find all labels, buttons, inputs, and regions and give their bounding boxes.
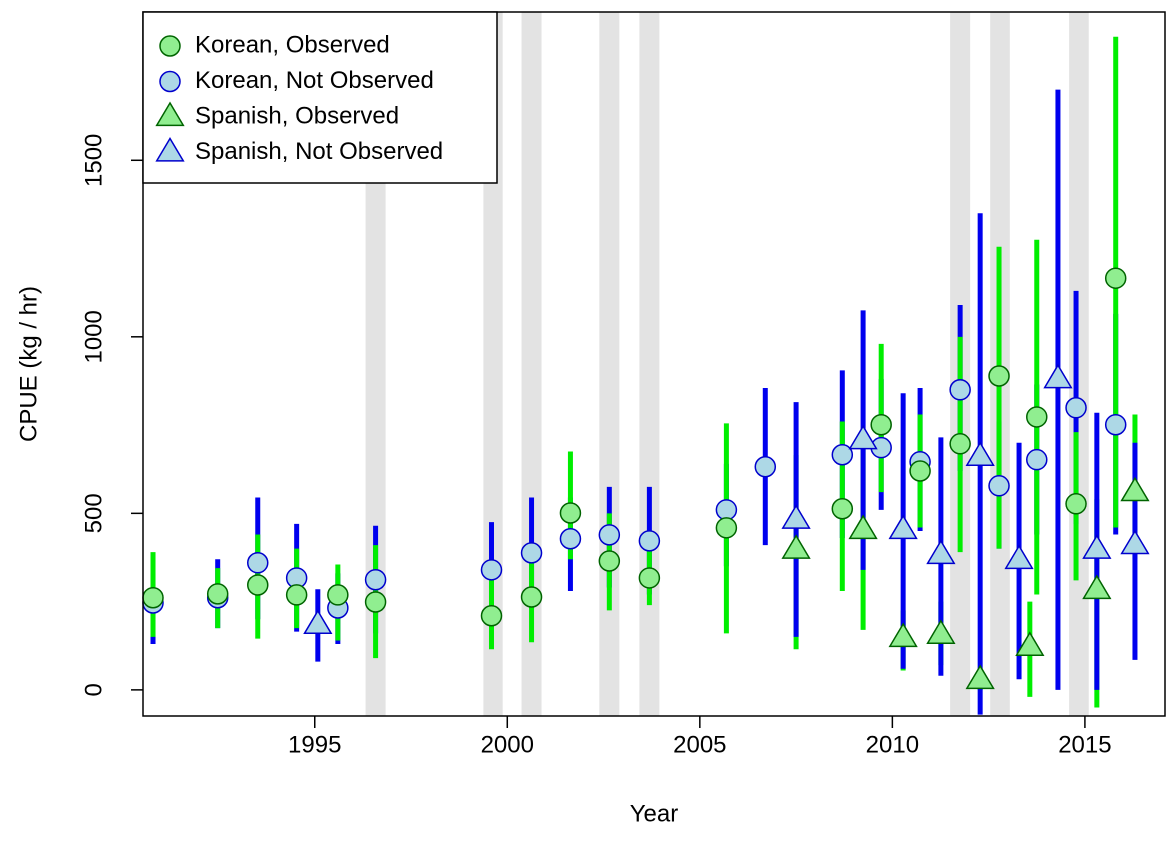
marker-triangle <box>781 534 811 559</box>
shaded-band <box>365 12 386 716</box>
legend-label: Spanish, Observed <box>195 102 399 129</box>
marker-triangle <box>1043 363 1073 389</box>
shaded-band <box>1069 12 1089 716</box>
marker-triangle <box>848 514 878 540</box>
legend-label: Korean, Not Observed <box>195 67 434 94</box>
marker-circle <box>1104 413 1127 436</box>
x-tick-label: 2000 <box>481 731 534 758</box>
marker-circle <box>142 586 164 609</box>
marker-circle <box>598 524 621 546</box>
legend-box <box>142 11 498 184</box>
marker-circle <box>949 379 971 401</box>
marker-circle <box>1026 448 1048 471</box>
marker-triangle <box>1120 529 1150 555</box>
marker-circle <box>520 586 543 608</box>
marker-circle <box>559 528 582 550</box>
marker-circle <box>559 502 582 524</box>
marker-circle <box>520 542 543 564</box>
marker-circle <box>1104 267 1127 289</box>
marker-circle <box>206 583 229 605</box>
marker-triangle <box>926 619 956 644</box>
marker-triangle <box>303 609 333 635</box>
y-tick-label: 0 <box>80 683 107 696</box>
marker-circle <box>480 604 503 627</box>
marker-circle <box>754 455 777 478</box>
marker-circle <box>909 460 931 482</box>
marker-circle <box>988 365 1010 387</box>
marker-circle <box>1026 406 1048 428</box>
x-tick-label: 1995 <box>288 731 341 758</box>
marker-circle <box>1065 397 1087 419</box>
shaded-band <box>521 12 542 716</box>
marker-triangle <box>965 441 995 467</box>
marker-triangle <box>1015 631 1045 656</box>
y-tick-label: 1500 <box>80 134 107 187</box>
y-tick-label: 500 <box>80 493 107 533</box>
y-axis-label: CPUE (kg / hr) <box>15 286 42 442</box>
marker-circle <box>285 584 308 606</box>
x-axis-label: Year <box>630 800 679 827</box>
x-tick-label: 2010 <box>866 731 919 758</box>
legend-label: Korean, Observed <box>195 31 390 58</box>
marker-circle <box>870 413 892 436</box>
marker-circle <box>364 591 387 613</box>
marker-triangle <box>888 514 918 540</box>
y-tick-label: 1000 <box>80 310 107 363</box>
marker-triangle <box>848 424 878 450</box>
marker-triangle <box>1082 574 1112 600</box>
marker-circle <box>480 559 503 581</box>
marker-circle <box>949 433 971 455</box>
marker-circle <box>988 475 1010 497</box>
marker-circle <box>598 550 621 572</box>
marker-circle <box>638 530 661 552</box>
marker-triangle <box>155 137 185 162</box>
marker-circle <box>638 567 661 589</box>
shaded-band <box>483 12 503 716</box>
marker-circle <box>247 574 269 596</box>
shaded-band <box>639 12 660 716</box>
marker-triangle <box>926 539 956 565</box>
marker-triangle <box>781 504 811 529</box>
marker-triangle <box>965 664 995 690</box>
legend-label: Spanish, Not Observed <box>195 138 443 165</box>
legend: Korean, Observed Korean, Not Observed Span… <box>142 11 498 184</box>
plot-frame <box>142 11 1166 717</box>
marker-circle <box>831 443 854 466</box>
marker-triangle <box>1082 534 1112 559</box>
marker-circle <box>1065 493 1087 515</box>
marker-triangle <box>155 101 185 127</box>
x-tick-label: 2015 <box>1058 731 1111 758</box>
marker-circle <box>715 499 738 521</box>
x-tick-label: 2005 <box>673 731 726 758</box>
marker-circle <box>159 35 181 57</box>
marker-circle <box>159 70 181 93</box>
marker-triangle <box>888 622 918 648</box>
marker-triangle <box>1004 544 1034 570</box>
marker-circle <box>364 568 387 591</box>
marker-circle <box>247 552 269 574</box>
marker-circle <box>831 498 854 520</box>
marker-triangle <box>1120 476 1150 502</box>
marker-circle <box>327 584 349 606</box>
marker-circle <box>715 517 738 539</box>
